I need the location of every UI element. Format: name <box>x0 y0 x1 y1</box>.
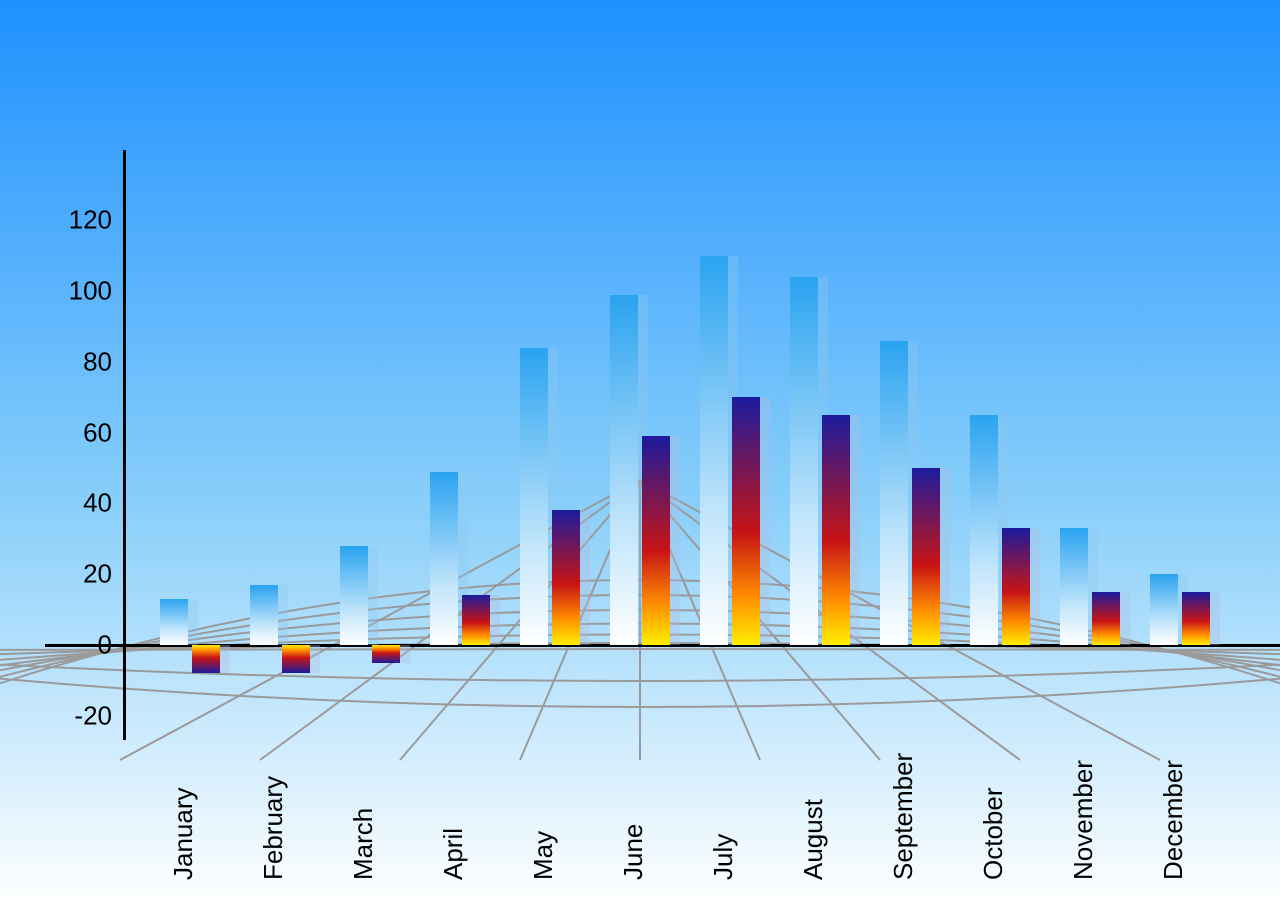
x-category-label: February <box>258 776 289 880</box>
x-category-label: April <box>438 828 469 880</box>
x-category-label: October <box>978 788 1009 881</box>
x-category-label: January <box>168 788 199 881</box>
x-category-label: September <box>888 753 919 880</box>
x-category-labels: January February March April May June July Augu… <box>0 0 1280 905</box>
x-category-label: November <box>1068 760 1099 880</box>
x-category-label: March <box>348 808 379 880</box>
x-category-label: July <box>708 834 739 880</box>
chart-canvas: -20020406080100120 JanuaryFebruaryMarchA… <box>0 0 1280 905</box>
x-category-label: August <box>798 799 829 880</box>
x-category-label: May <box>528 831 559 880</box>
x-category-label: June <box>618 824 649 880</box>
x-category-label: December <box>1158 760 1189 880</box>
